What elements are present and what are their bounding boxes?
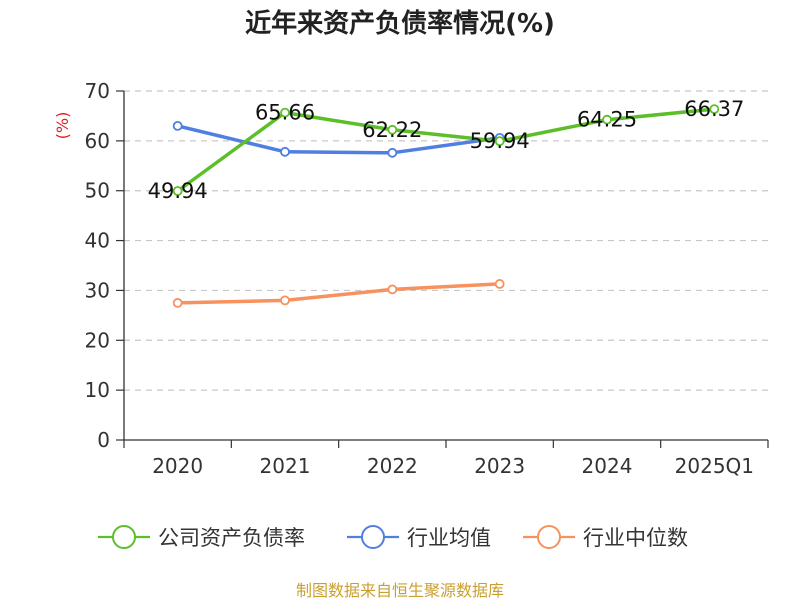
legend-label: 行业中位数 <box>583 526 688 550</box>
y-tick-label: 30 <box>85 278 110 302</box>
x-tick-label: 2022 <box>367 454 418 478</box>
y-tick-label: 20 <box>85 328 110 352</box>
series-line <box>175 107 717 193</box>
legend-item: 行业均值 <box>347 525 491 550</box>
data-point <box>494 279 505 289</box>
data-point <box>387 124 398 135</box>
y-axis-label: (%) <box>53 112 72 140</box>
y-tick-label: 40 <box>85 229 110 253</box>
source-note: 制图数据来自恒生聚源数据库 <box>296 581 504 600</box>
series-0 <box>172 104 720 196</box>
data-labels: 49.94 65.66 62.22 59.94 64.25 66.37 <box>148 97 745 203</box>
series-line <box>175 124 502 155</box>
x-tick-label: 2024 <box>582 454 633 478</box>
y-tick-label: 10 <box>85 378 110 402</box>
data-point <box>709 104 720 114</box>
chart-title: 近年来资产负债率情况(%) <box>245 8 555 39</box>
x-tick-label: 2023 <box>474 454 525 478</box>
series-lines <box>172 104 720 308</box>
data-point <box>280 107 290 118</box>
series-line <box>175 282 502 305</box>
data-point <box>172 186 183 196</box>
data-point <box>280 146 290 157</box>
series-1 <box>172 121 505 158</box>
y-tick-label: 60 <box>85 129 110 153</box>
data-point <box>602 114 612 125</box>
legend-marker <box>112 525 136 549</box>
x-tick-label: 2020 <box>152 454 203 478</box>
data-label: 62.22 <box>362 118 422 142</box>
legend-item: 行业中位数 <box>523 525 688 550</box>
data-label: 59.94 <box>470 129 530 153</box>
legend-label: 行业均值 <box>407 526 491 550</box>
legend: 公司资产负债率 行业均值 行业中位数 <box>98 525 688 550</box>
data-point <box>172 121 183 131</box>
data-label: 66.37 <box>684 97 744 121</box>
axes: 0 10 20 30 40 50 60 70 2020 2021 2022 2023 2024 2025Q… <box>85 79 769 478</box>
data-point <box>387 147 398 158</box>
x-tick-label: 2025Q1 <box>675 454 754 478</box>
series-2 <box>172 279 505 308</box>
y-tick-label: 0 <box>97 428 110 452</box>
y-tick-label: 50 <box>85 179 110 203</box>
y-tick-label: 70 <box>85 79 110 103</box>
legend-label: 公司资产负债率 <box>158 526 305 550</box>
grid-lines <box>124 90 768 391</box>
data-label: 64.25 <box>577 108 637 132</box>
data-point <box>494 136 505 147</box>
x-tick-label: 2021 <box>260 454 311 478</box>
data-label: 49.94 <box>148 179 208 203</box>
data-point <box>387 284 398 295</box>
legend-marker <box>537 525 561 549</box>
legend-item: 公司资产负债率 <box>98 525 305 550</box>
data-point <box>172 297 183 308</box>
data-label: 65.66 <box>255 101 315 125</box>
legend-marker <box>361 525 385 549</box>
data-point <box>280 295 290 306</box>
